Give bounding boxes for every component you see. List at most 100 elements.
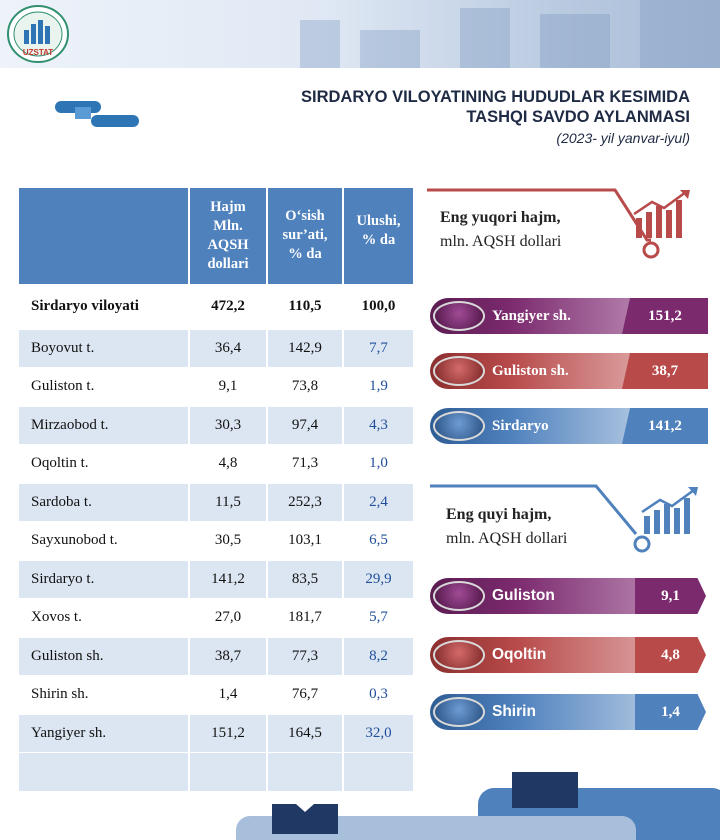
header-volume: Hajm Mln. AQSH dollari: [189, 188, 268, 284]
bar-value: 4,8: [635, 637, 706, 673]
title-line-2: TASHQI SAVDO AYLANMASI: [466, 108, 690, 126]
table-row: Guliston t. 9,1 73,8 1,9: [19, 367, 413, 406]
cell-share: 1,9: [343, 367, 413, 406]
highest-bar-3: Sirdaryo 141,2: [430, 408, 708, 444]
cell-share: 32,0: [343, 713, 413, 753]
cell-growth: 181,7: [267, 598, 344, 637]
highest-frame: [427, 188, 660, 259]
cell-region: Mirzaobod t.: [19, 405, 190, 445]
cell-volume: 30,3: [189, 405, 268, 445]
cell-share: 5,7: [343, 598, 413, 637]
highest-bar-2: Guliston sh. 38,7: [430, 353, 708, 389]
lowest-title: Eng quyi hajm, mln. AQSH dollari: [446, 506, 568, 547]
cell-share: 0,3: [343, 675, 413, 714]
page-title: SIRDARYO VILOYATINING HUDUDLAR KESIMIDA …: [210, 87, 690, 127]
cell-growth: 77,3: [267, 636, 344, 676]
cell-growth: 164,5: [267, 713, 344, 753]
bar-value: 38,7: [622, 353, 708, 389]
bar-label: Yangiyer sh.: [492, 308, 571, 324]
header-region: [19, 188, 190, 284]
bar-label: Guliston: [492, 587, 555, 604]
cell-share: 29,9: [343, 559, 413, 599]
cell-volume: 36,4: [189, 328, 268, 368]
cell-volume: 9,1: [189, 367, 268, 406]
cell-volume: 38,7: [189, 636, 268, 676]
cell-region: Sayxunobod t.: [19, 521, 190, 560]
logo-text: UZSTAT: [23, 48, 53, 57]
trade-table: Hajm Mln. AQSH dollari O‘sish sur’ati, % da…: [19, 188, 413, 791]
table-row: Boyovut t. 36,4 142,9 7,7: [19, 328, 413, 368]
cell-share: 4,3: [343, 405, 413, 445]
header-growth: O‘sish sur’ati, % da: [267, 188, 344, 284]
growth-chart-icon: [633, 190, 690, 238]
cell-region: Sirdaryo t.: [19, 559, 190, 599]
bar-label: Oqoltin: [492, 646, 547, 663]
cell-share: 1,0: [343, 444, 413, 483]
cell-volume: 30,5: [189, 521, 268, 560]
highest-bar-1: Yangiyer sh. 151,2: [430, 298, 708, 334]
lowest-bar-2: Oqoltin 4,8: [430, 637, 706, 673]
table-row: Sardoba t. 11,5 252,3 2,4: [19, 482, 413, 522]
bar-label: Sirdaryo: [492, 418, 549, 434]
cell-volume: 141,2: [189, 559, 268, 599]
table-header-row: Hajm Mln. AQSH dollari O‘sish sur’ati, % da…: [19, 188, 413, 284]
footer-decoration: [236, 772, 720, 840]
table-row: Oqoltin t. 4,8 71,3 1,0: [19, 444, 413, 483]
lowest-bar-1: Guliston 9,1: [430, 578, 706, 614]
cell-growth: 97,4: [267, 405, 344, 445]
page-subtitle: (2023- yil yanvar-iyul): [556, 130, 690, 146]
cell-region: Yangiyer sh.: [19, 713, 190, 753]
lowest-frame: [430, 484, 651, 553]
table-row: Shirin sh. 1,4 76,7 0,3: [19, 675, 413, 714]
table-row-empty: [19, 752, 413, 791]
title-line-1: SIRDARYO VILOYATINING HUDUDLAR KESIMIDA: [301, 88, 690, 106]
cell-share: 7,7: [343, 328, 413, 368]
cell-growth: 71,3: [267, 444, 344, 483]
cell-growth: 83,5: [267, 559, 344, 599]
cell-region: Sardoba t.: [19, 482, 190, 522]
table-row: Guliston sh. 38,7 77,3 8,2: [19, 636, 413, 676]
cell-share: 2,4: [343, 482, 413, 522]
lowest-bar-3: Shirin 1,4: [430, 694, 706, 730]
highest-title: Eng yuqori hajm, mln. AQSH dollari: [440, 209, 562, 250]
cell-share: 8,2: [343, 636, 413, 676]
cell-volume: 27,0: [189, 598, 268, 637]
table-row: Yangiyer sh. 151,2 164,5 32,0: [19, 713, 413, 753]
cell-share: 6,5: [343, 521, 413, 560]
table-row: Sirdaryo t. 141,2 83,5 29,9: [19, 559, 413, 599]
cell-growth: 252,3: [267, 482, 344, 522]
bar-value: 9,1: [635, 578, 706, 614]
bar-value: 1,4: [635, 694, 706, 730]
table-row: Xovos t. 27,0 181,7 5,7: [19, 598, 413, 637]
growth-chart-icon: [641, 487, 698, 534]
cell-volume: 11,5: [189, 482, 268, 522]
cell-growth: 103,1: [267, 521, 344, 560]
link-icon: [55, 101, 139, 127]
cell-volume: 151,2: [189, 713, 268, 753]
uzstat-logo: UZSTAT: [7, 5, 69, 63]
cell-growth: 142,9: [267, 328, 344, 368]
cell-growth: 110,5: [267, 283, 344, 329]
bar-label: Shirin: [492, 703, 536, 720]
cell-region: Guliston sh.: [19, 636, 190, 676]
cell-region: Shirin sh.: [19, 675, 190, 714]
table-row-total: Sirdaryo viloyati 472,2 110,5 100,0: [19, 283, 413, 329]
cell-region: Boyovut t.: [19, 328, 190, 368]
cell-region: Xovos t.: [19, 598, 190, 637]
table-row: Sayxunobod t. 30,5 103,1 6,5: [19, 521, 413, 560]
cell-region: Guliston t.: [19, 367, 190, 406]
cell-growth: 73,8: [267, 367, 344, 406]
cell-share: 100,0: [343, 283, 413, 329]
bar-value: 151,2: [622, 298, 708, 334]
header-banner: UZSTAT: [0, 0, 720, 68]
header-share: Ulushi,% da: [343, 188, 413, 284]
table-row: Mirzaobod t. 30,3 97,4 4,3: [19, 405, 413, 445]
cell-region: Oqoltin t.: [19, 444, 190, 483]
cell-volume: 1,4: [189, 675, 268, 714]
cell-volume: 472,2: [189, 283, 268, 329]
cell-region: Sirdaryo viloyati: [19, 283, 190, 329]
cell-growth: 76,7: [267, 675, 344, 714]
cell-volume: 4,8: [189, 444, 268, 483]
bar-label: Guliston sh.: [492, 363, 569, 379]
bar-value: 141,2: [622, 408, 708, 444]
